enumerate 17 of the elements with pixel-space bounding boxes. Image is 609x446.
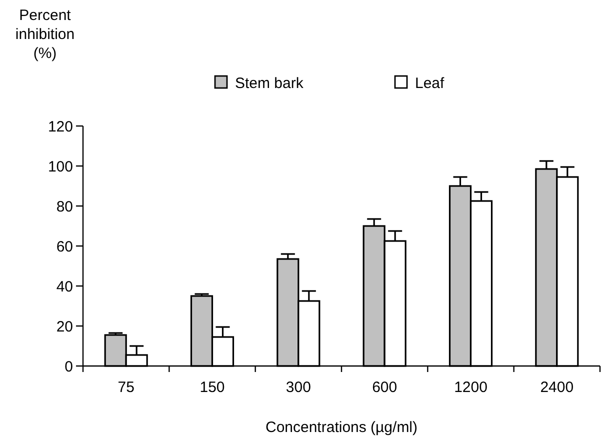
x-tick-label: 300: [286, 379, 311, 396]
y-tick-label: 0: [64, 358, 73, 376]
y-tick-label: 40: [56, 278, 73, 296]
legend-label: Leaf: [415, 75, 446, 92]
y-tick-label: 120: [48, 118, 73, 136]
legend-label: Stem bark: [235, 75, 304, 92]
y-tick-label: 60: [56, 238, 73, 256]
y-tick-label: 20: [56, 318, 73, 336]
x-tick-label: 150: [200, 379, 225, 396]
x-tick-label: 1200: [454, 379, 488, 396]
x-tick-label: 2400: [540, 379, 574, 396]
x-tick-label: 600: [372, 379, 398, 396]
x-axis-title: Concentrations (µg/ml): [265, 419, 418, 436]
y-tick-label: 100: [48, 158, 73, 176]
y-axis-title: Percent inhibition (%): [15, 7, 75, 62]
x-tick-label: 75: [118, 379, 134, 396]
y-tick-label: 80: [56, 198, 73, 216]
